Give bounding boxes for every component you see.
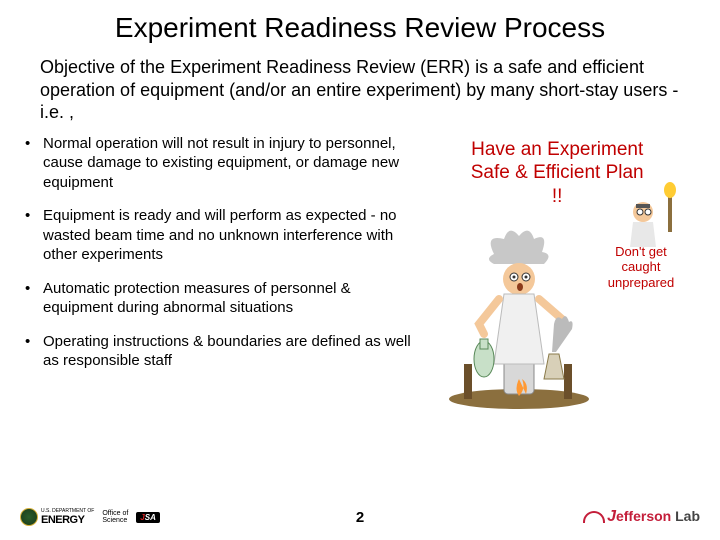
callout-area: Have an Experiment Safe & Efficient Plan…: [414, 134, 700, 385]
bullet-item: • Operating instructions & boundaries ar…: [25, 332, 414, 371]
bullet-text: Operating instructions & boundaries are …: [43, 332, 414, 371]
scientist-explosion-icon: [434, 224, 604, 414]
bullet-item: • Equipment is ready and will perform as…: [25, 206, 414, 265]
energy-logo: U.S. DEPARTMENT OF ENERGY: [20, 508, 94, 526]
bullet-item: • Normal operation will not result in in…: [25, 134, 414, 193]
bullet-text: Equipment is ready and will perform as e…: [43, 206, 414, 265]
office-line: Office of: [102, 510, 128, 517]
bullet-text: Normal operation will not result in inju…: [43, 134, 414, 193]
callout-line: Have an Experiment: [414, 138, 700, 162]
bullet-item: • Automatic protection measures of perso…: [25, 279, 414, 318]
bullet-dot: •: [25, 332, 43, 371]
jsa-logo: JSA: [136, 512, 160, 523]
scientist-small-icon: [618, 182, 688, 252]
footer-logos: U.S. DEPARTMENT OF ENERGY Office of Scie…: [20, 508, 160, 526]
slide-footer: U.S. DEPARTMENT OF ENERGY Office of Scie…: [0, 502, 720, 532]
content-area: • Normal operation will not result in in…: [0, 134, 720, 385]
jlab-logo: Jefferson Lab: [583, 508, 700, 526]
office-line: Science: [102, 517, 128, 524]
bullet-dot: •: [25, 206, 43, 265]
office-text: Office of Science: [102, 510, 128, 524]
bullet-list: • Normal operation will not result in in…: [20, 134, 414, 385]
bullet-text: Automatic protection measures of personn…: [43, 279, 414, 318]
bullet-dot: •: [25, 279, 43, 318]
bullet-dot: •: [25, 134, 43, 193]
jlab-arc-icon: [583, 511, 605, 523]
energy-text: ENERGY: [41, 514, 94, 526]
doe-seal-icon: [20, 508, 38, 526]
objective-text: Objective of the Experiment Readiness Re…: [0, 52, 720, 134]
slide-title: Experiment Readiness Review Process: [0, 0, 720, 52]
page-number: 2: [356, 509, 364, 526]
